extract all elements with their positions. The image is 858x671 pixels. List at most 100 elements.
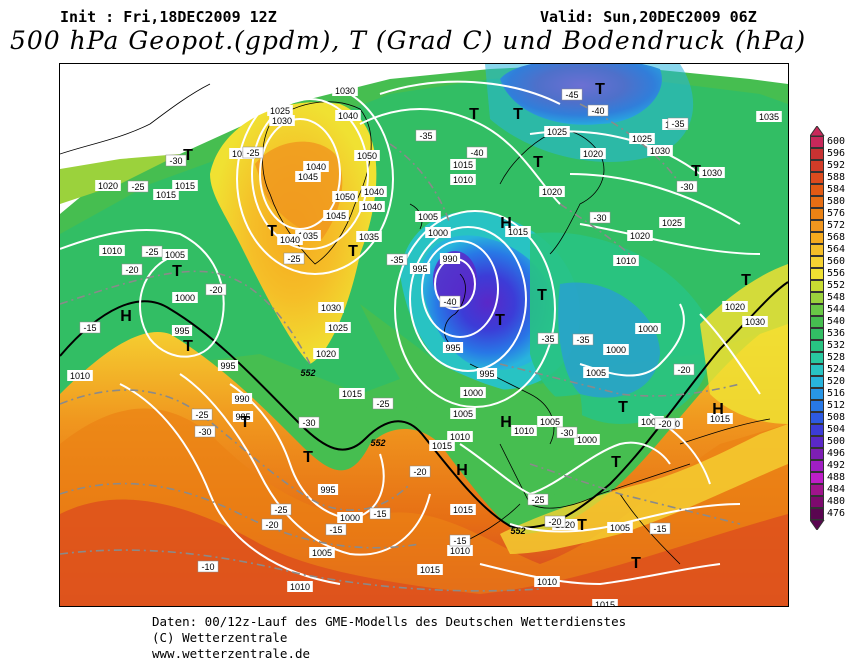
legend-value: 552 [827,280,846,291]
legend-swatch [810,436,824,448]
pressure-label: 1030 [318,302,344,313]
pressure-label-text: 1015 [453,160,473,170]
pressure-label: 1000 [425,227,451,238]
legend-value: 500 [827,436,846,447]
pressure-label-text: 985 [235,412,250,422]
pressure-label: 1035 [229,148,255,159]
temperature-label-text: -15 [329,525,342,535]
pressure-label-text: 1010 [537,577,557,587]
pressure-label-text: 1040 [280,235,300,245]
pressure-label-text: 1030 [745,317,765,327]
map-title: 500 hPa Geopot.(gpdm), T (Grad C) und Bo… [10,26,807,55]
pressure-label-text: 1010 [102,246,122,256]
pressure-label-text: 995 [445,343,460,353]
legend-swatch [810,340,824,352]
low-pressure-marker: T [469,106,479,123]
pressure-label: 1005 [415,211,441,222]
pressure-label: 995 [442,342,464,353]
legend-value: 524 [827,364,846,375]
pressure-label: 1040 [359,201,385,212]
temperature-label: -35 [386,253,408,266]
pressure-label: 1025 [325,322,351,333]
pressure-label: 995 [409,263,431,274]
legend-swatch [810,484,824,496]
legend-swatch [810,148,824,160]
legend-value: 596 [827,148,846,159]
legend-value: 548 [827,292,846,303]
temperature-label-text: -25 [145,247,158,257]
pressure-label-text: 1035 [759,112,779,122]
pressure-label: 1025 [659,217,685,228]
pressure-label: 1040 [277,234,303,245]
legend-bottom-arrow [810,520,825,530]
pressure-label: 1035 [756,111,782,122]
pressure-label-text: 1000 [638,324,658,334]
legend-value: 512 [827,400,846,411]
pressure-label: 1010 [67,370,93,381]
footer: Daten: 00/12z-Lauf des GME-Modells des D… [152,614,626,662]
pressure-label-text: 1030 [272,116,292,126]
pressure-label-text: 1005 [418,212,438,222]
pressure-label: 1020 [539,186,565,197]
pressure-label: 1000 [635,323,661,334]
pressure-label-text: 1050 [357,151,377,161]
high-pressure-marker: H [120,308,132,325]
pressure-label: 1015 [450,159,476,170]
legend-swatch [810,496,824,508]
legend-swatch [810,232,824,244]
temperature-label-text: -35 [576,335,589,345]
temperature-label-text: -30 [302,418,315,428]
temperature-label: -45 [561,88,583,101]
temperature-label-text: -35 [541,334,554,344]
pressure-label-text: 1045 [298,172,318,182]
contour-552 [60,281,788,529]
pressure-label-text: 1000 [175,293,195,303]
pressure-label-text: 1010 [290,582,310,592]
pressure-label: 1030 [332,85,358,96]
legend-swatch [810,136,824,148]
legend-value: 492 [827,460,846,471]
temperature-label: -25 [127,180,149,193]
pressure-label-text: 1005 [540,417,560,427]
pressure-label-text: 1000 [577,435,597,445]
pressure-label: 1035 [356,231,382,242]
pressure-label: 1010 [613,255,639,266]
pressure-label-text: 1015 [342,389,362,399]
pressure-label: 1040 [361,186,387,197]
legend-value: 564 [827,244,846,255]
legend-swatch [810,460,824,472]
footer-data-source: Daten: 00/12z-Lauf des GME-Modells des D… [152,614,627,629]
temperature-label-text: -20 [125,265,138,275]
legend-swatch [810,352,824,364]
low-pressure-marker: T [618,399,628,416]
temperature-label: -30 [165,154,187,167]
low-pressure-marker: T [348,243,358,260]
pressure-label-text: 1025 [270,106,290,116]
temperature-label-text: -30 [560,428,573,438]
pressure-label-text: 1020 [542,187,562,197]
temperature-label-text: -40 [591,106,604,116]
temperature-label-text: -20 [548,517,561,527]
pressure-label: 1005 [162,249,188,260]
temperature-label: -15 [325,523,347,536]
pressure-label-text: 1000 [641,417,661,427]
pressure-label: 1015 [450,504,476,515]
pressure-label: 990 [231,393,253,404]
weather-map: 1030 1040 1025 1030 1035 1040 1045 1050 1050 1045… [59,63,789,607]
pressure-label: 1020 [580,148,606,159]
temperature-labels-layer: -45-40-35-30-30-40-35-35-40-35 -35-30-25-… [79,88,698,573]
pressure-label-text: 1000 [340,513,360,523]
pressure-label-text: 1020 [583,149,603,159]
low-pressure-marker: T [513,106,523,123]
legend-value: 504 [827,424,846,435]
pressure-label-text: 1040 [362,202,382,212]
legend-value: 556 [827,268,846,279]
pressure-label-text: 1015 [420,565,440,575]
color-legend: 600 596 592 588 584 580 576 572 568 564 560 556 552 5… [810,126,854,536]
pressure-label: 1015 [339,388,365,399]
legend-value: 488 [827,472,846,483]
pressure-label-text: 1005 [453,409,473,419]
pressure-label: 1005 [450,408,476,419]
init-time: Init : Fri,18DEC2009 12Z [60,8,277,26]
pressure-label-text: 1005 [586,368,606,378]
